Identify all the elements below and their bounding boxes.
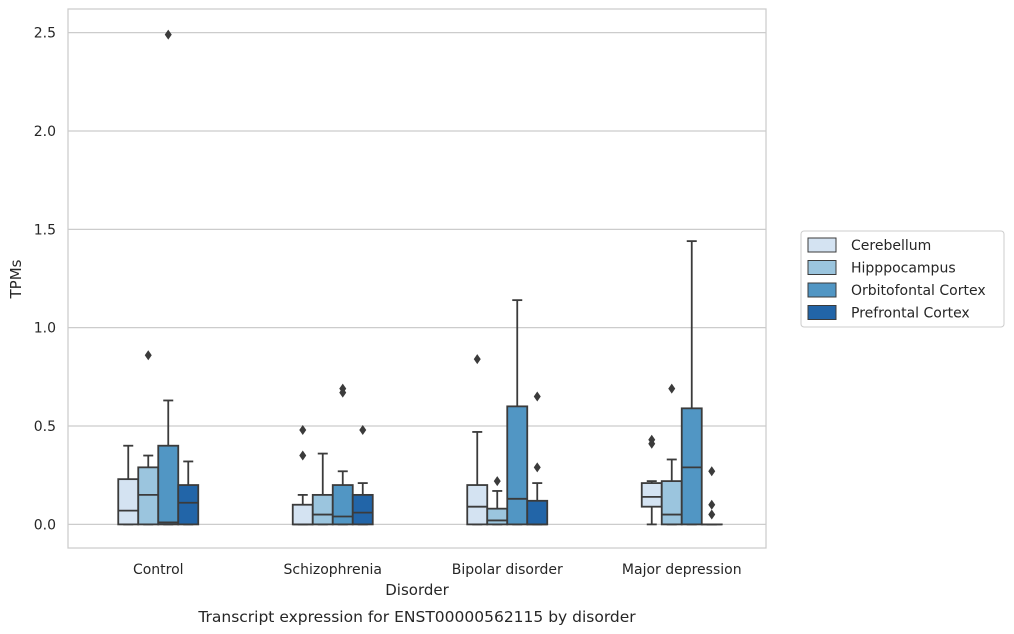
box-prefrontal-cortex xyxy=(526,391,549,526)
box-body xyxy=(331,484,354,526)
box-body xyxy=(466,484,489,526)
box-cerebellum xyxy=(117,444,140,526)
outlier-point xyxy=(493,476,501,487)
box-cerebellum xyxy=(291,424,314,526)
box-orbitofontal-cortex xyxy=(157,29,180,526)
outlier-point xyxy=(299,450,307,461)
box-body xyxy=(506,405,529,526)
outlier-point xyxy=(473,354,481,365)
y-tick-label: 0.5 xyxy=(34,419,56,435)
outlier-point xyxy=(339,387,347,398)
box-body xyxy=(157,444,180,526)
legend-item: Orbitofontal Cortex xyxy=(807,282,986,299)
legend-label: Hipppocampus xyxy=(851,261,956,277)
box-body xyxy=(291,503,314,526)
box-hipppocampus xyxy=(137,350,160,526)
box-body xyxy=(177,484,200,526)
legend-swatch xyxy=(807,305,837,320)
box-prefrontal-cortex xyxy=(700,466,723,526)
box-body xyxy=(526,499,549,526)
outlier-point xyxy=(533,462,541,473)
box-body xyxy=(117,478,140,526)
legend-swatch xyxy=(807,237,837,253)
outlier-point xyxy=(533,391,541,402)
y-tick-label: 1.5 xyxy=(34,222,56,238)
box-cerebellum xyxy=(466,354,489,526)
legend-swatch xyxy=(807,260,837,275)
outlier-point xyxy=(359,424,367,435)
outlier-point xyxy=(648,438,656,449)
box-prefrontal-cortex xyxy=(177,460,200,526)
box-body xyxy=(486,507,509,526)
outlier-point xyxy=(144,350,152,361)
box-hipppocampus xyxy=(660,383,683,526)
y-tick-label: 0.0 xyxy=(34,517,56,533)
boxes xyxy=(117,29,723,526)
outlier-point xyxy=(708,466,716,477)
legend-item: Cerebellum xyxy=(807,237,931,254)
legend-label: Prefrontal Cortex xyxy=(851,306,970,322)
legend-label: Orbitofontal Cortex xyxy=(851,283,986,299)
box-orbitofontal-cortex xyxy=(680,240,703,526)
y-tick-label: 2.0 xyxy=(34,124,56,140)
legend: Cerebellum Hipppocampus Orbitofontal Corte… xyxy=(800,230,1005,328)
outlier-point xyxy=(708,509,716,520)
outlier-point xyxy=(668,383,676,394)
legend-item: Prefrontal Cortex xyxy=(807,305,970,322)
legend-frame xyxy=(800,230,1005,328)
x-axis-label: Disorder xyxy=(385,581,449,599)
box-body xyxy=(660,480,683,526)
plot-frame xyxy=(67,8,767,549)
legend-label: Cerebellum xyxy=(851,238,931,254)
box-body xyxy=(311,493,334,526)
box-body xyxy=(351,493,374,526)
box-cerebellum xyxy=(640,434,663,526)
box-hipppocampus xyxy=(486,476,509,526)
outlier-point xyxy=(708,499,716,510)
legend-swatch xyxy=(807,282,837,298)
x-tick-label: Bipolar disorder xyxy=(452,562,563,578)
x-tick-label: Control xyxy=(133,562,184,578)
outlier-point xyxy=(164,29,172,40)
box-body xyxy=(640,482,663,508)
y-tick-label: 1.0 xyxy=(34,321,56,337)
box-body xyxy=(680,407,703,526)
box-orbitofontal-cortex xyxy=(331,383,354,526)
outlier-point xyxy=(299,424,307,435)
box-body xyxy=(137,466,160,526)
x-tick-label: Major depression xyxy=(622,562,742,578)
y-tick-label: 2.5 xyxy=(34,26,56,42)
box-orbitofontal-cortex xyxy=(506,299,529,526)
y-axis-label: TPMs xyxy=(7,259,25,299)
legend-item: Hipppocampus xyxy=(807,260,956,277)
x-tick-label: Schizophrenia xyxy=(284,562,382,578)
box-hipppocampus xyxy=(311,452,334,526)
box-prefrontal-cortex xyxy=(351,424,374,526)
chart-caption: Transcript expression for ENST0000056211… xyxy=(197,608,636,626)
x-tick-labels: Control Schizophrenia Bipolar disorder Majo… xyxy=(133,562,742,578)
y-tick-labels: 0.0 0.5 1.0 1.5 2.0 2.5 xyxy=(34,26,56,534)
